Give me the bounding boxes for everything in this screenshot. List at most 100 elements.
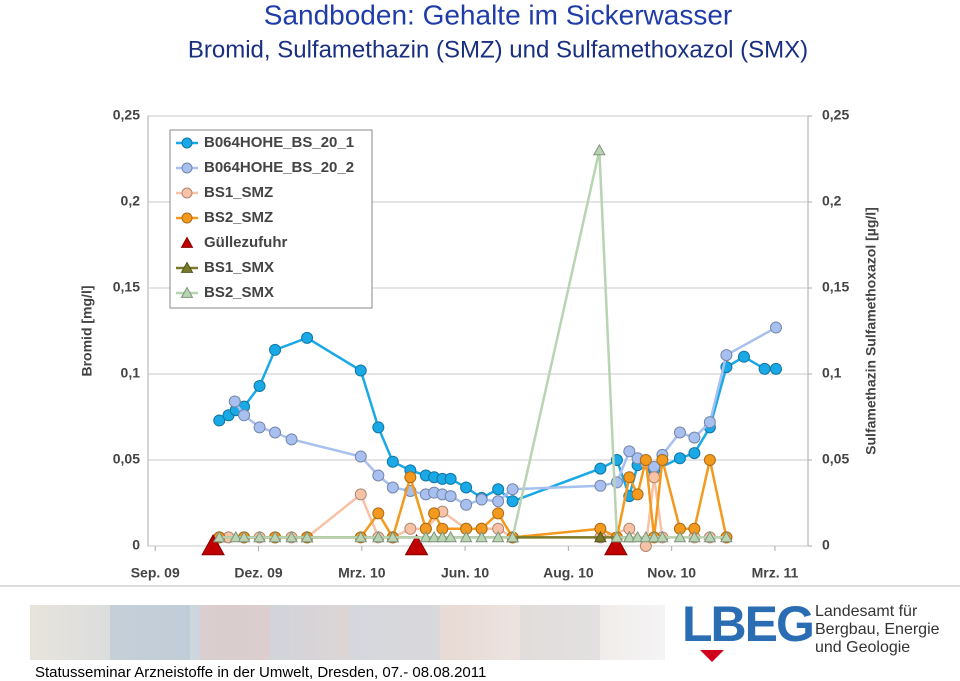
marker [354,530,368,543]
y2-tick-label: 0,25 [822,107,849,123]
marker [354,488,367,501]
marker [404,522,417,535]
marker [639,454,652,466]
y2-tick-label: 0,1 [822,365,842,381]
y-tick-label: 0,25 [113,107,140,123]
marker [594,462,607,475]
marker [769,321,782,334]
legend-marker [181,212,193,224]
legend-box [169,129,373,309]
marker [769,362,782,375]
marker [268,530,282,543]
marker [673,530,687,543]
logo-triangle [700,650,724,662]
marker [491,530,505,543]
event-marker [604,533,628,556]
marker [737,350,750,363]
marker [460,498,473,511]
legend-label: BS2_SMX [204,284,274,301]
y2-axis-label: Sulfamethazin Sulfamethoxazol [µg/l] [863,207,879,455]
series-line [233,326,777,507]
x-tick-label: Mrz. 10 [338,565,386,581]
y2-tick-label: 0,05 [822,451,849,467]
legend-marker [181,137,193,149]
marker [631,530,644,543]
marker [253,380,266,393]
legend-marker [180,236,194,248]
event-marker [201,533,225,556]
marker [688,431,701,444]
legend-label: Güllezufuhr [204,234,287,251]
marker [436,530,449,543]
marker [386,530,400,543]
series [228,321,782,511]
series [212,143,733,543]
photo-strip [30,605,665,660]
marker [631,488,644,501]
marker [656,530,669,543]
marker [229,530,243,543]
marker [703,416,716,429]
marker [506,530,519,543]
marker [460,481,473,494]
x-tick-label: Aug. 10 [543,565,594,581]
y-tick-label: 0,2 [121,193,141,209]
marker [506,495,519,508]
marker [404,471,417,484]
marker [269,343,282,356]
x-tick-label: Jun. 10 [441,565,489,581]
marker [673,452,686,465]
legend: B064HOHE_BS_20_1 B064HOHE_BS_20_2 BS1_SMZ B… [169,129,373,309]
marker [688,530,701,543]
marker [673,426,686,439]
y-tick-label: 0,05 [113,451,140,467]
marker [720,530,733,543]
marker [492,507,505,520]
y-tick-label: 0 [132,537,140,553]
logo-mark: LBEG [682,596,813,652]
legend-label: BS1_SMX [204,259,274,276]
marker [419,530,433,543]
marker [427,530,441,543]
marker [475,530,488,543]
marker [459,530,473,543]
marker [688,447,701,460]
marker [622,530,636,543]
x-tick-label: Sep. 09 [131,565,180,581]
legend-label: B064HOHE_BS_20_2 [204,159,354,176]
chart-subtitle: Bromid, Sulfamethazin (SMZ) und Sulfamet… [188,36,808,63]
marker [386,455,399,468]
marker [475,493,488,506]
logo-text: Landesamt für [815,603,918,620]
marker [639,530,653,543]
marker [594,530,607,543]
marker [610,530,624,543]
marker [300,530,314,543]
event-marker [404,533,429,556]
legend-marker [181,162,193,174]
marker [371,530,385,543]
marker [372,421,385,434]
footer-text: Statusseminar Arzneistoffe in der Umwelt… [35,664,486,681]
marker [212,530,226,543]
y2-tick-label: 0,15 [822,279,849,295]
marker [506,483,519,496]
marker [428,507,441,520]
marker [213,414,226,427]
marker [253,530,266,543]
marker [758,362,771,375]
marker [253,421,266,434]
y-tick-label: 0,1 [121,365,141,381]
y-tick-label: 0,15 [113,279,140,295]
marker [444,490,457,503]
marker [648,471,661,484]
series [213,331,782,508]
series-line [218,336,776,503]
logo-text: und Geologie [815,639,910,656]
marker [386,481,399,494]
legend-marker [181,187,193,199]
marker [492,483,505,496]
marker [372,469,385,482]
marker [703,530,717,543]
